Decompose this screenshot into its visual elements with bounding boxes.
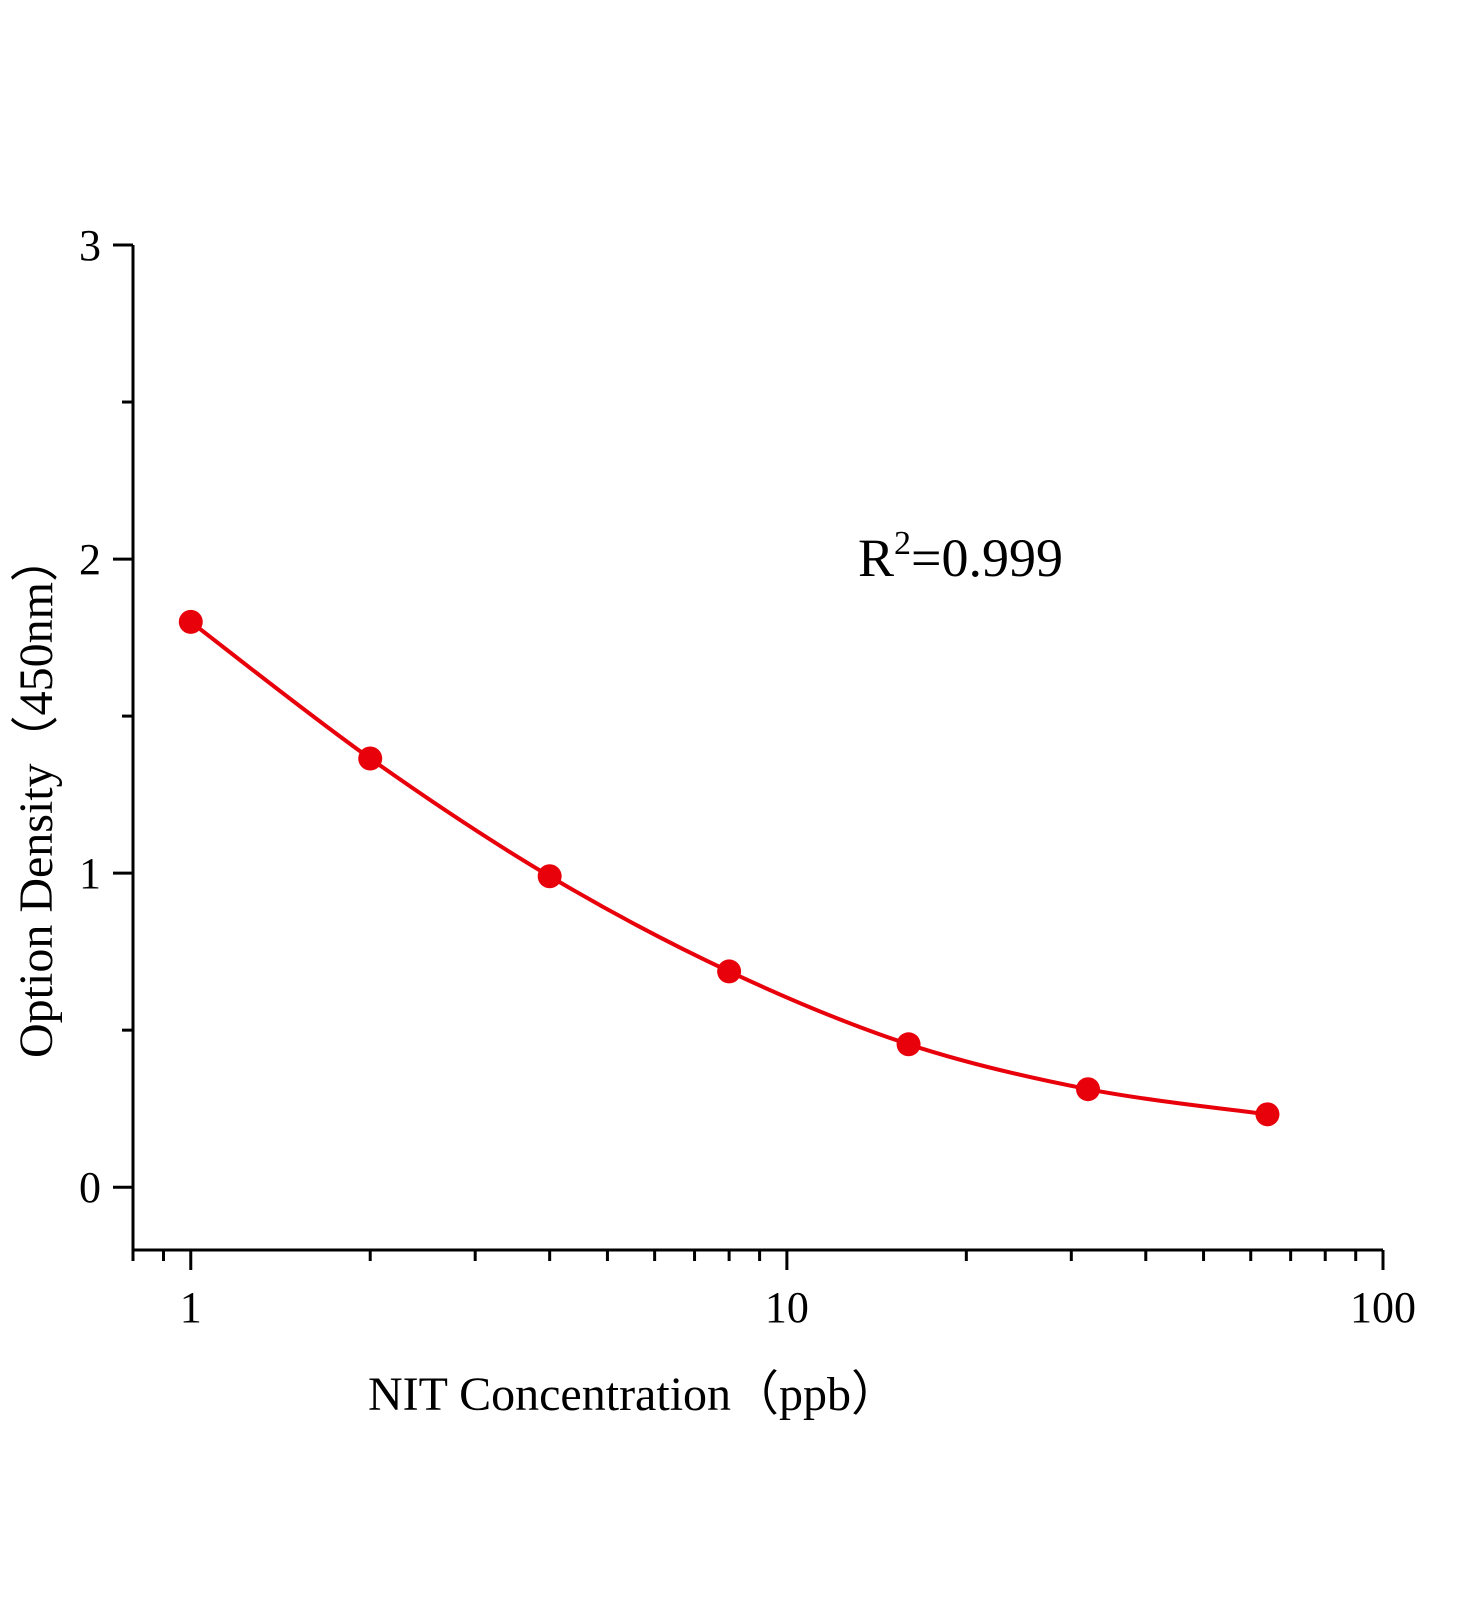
x-tick-label: 100 — [1350, 1283, 1416, 1332]
data-point — [896, 1032, 921, 1057]
data-point — [178, 609, 203, 634]
r-squared-value: =0.999 — [911, 528, 1063, 588]
y-tick-label: 2 — [79, 535, 101, 584]
fit-curve — [189, 620, 1268, 1117]
y-tick-label: 3 — [79, 221, 101, 270]
data-point — [537, 864, 562, 889]
r-squared-prefix: R — [858, 528, 894, 588]
r-squared-annotation: R2=0.999 — [858, 525, 1063, 588]
y-axis-title: Option Density（450nm） — [10, 534, 63, 1058]
x-tick-label: 10 — [765, 1283, 809, 1332]
data-point — [717, 959, 742, 984]
data-point — [1076, 1077, 1101, 1102]
r-squared-superscript: 2 — [894, 525, 911, 562]
fit-curve-layer — [189, 620, 1268, 1117]
data-points-layer — [178, 609, 1280, 1127]
y-tick-label: 0 — [79, 1163, 101, 1212]
axes: 0 1 2 3 1 10 100 — [79, 221, 1416, 1332]
y-tick-label: 1 — [79, 849, 101, 898]
data-point — [358, 746, 383, 771]
x-tick-label: 1 — [180, 1283, 202, 1332]
x-axis-title: NIT Concentration（ppb） — [368, 1368, 899, 1421]
data-point — [1255, 1102, 1280, 1127]
